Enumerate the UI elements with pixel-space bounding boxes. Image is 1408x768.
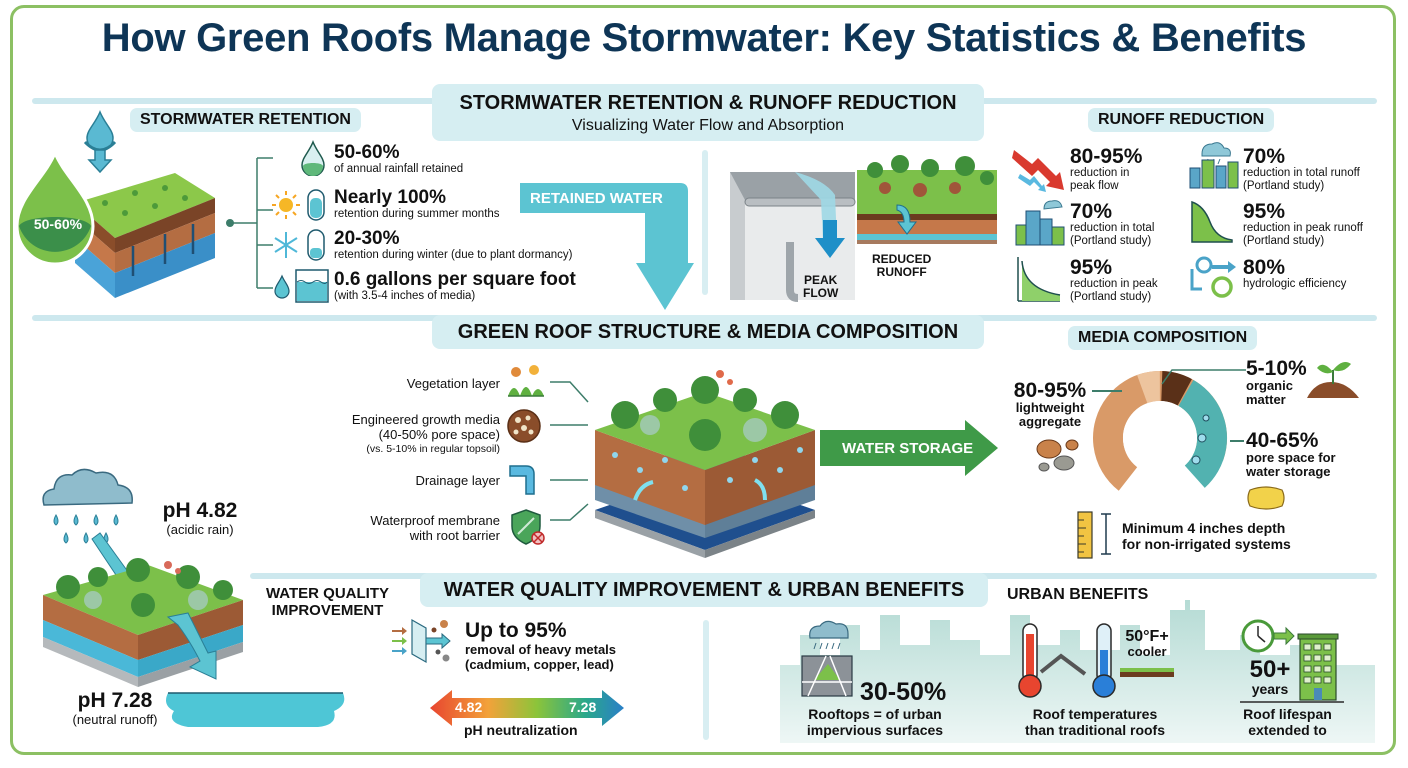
decay-chart-icon [1017,257,1061,302]
layer-label-membrane: Waterproof membrane with root barrier [370,513,500,543]
aggregate-leader [1092,390,1122,392]
sponge-icon [1247,486,1285,510]
water-storage-arrow [820,420,998,476]
runoff-item-2: 70% reduction in total runoff (Portland … [1243,145,1360,192]
organic-stat: 5-10% organic matter [1246,357,1307,407]
layer-label-drainage: Drainage layer [415,473,500,488]
aggregate-stones-icon [1036,439,1079,472]
retention-item-4: 0.6 gallons per square foot (with 3.5-4 … [334,269,576,303]
temp-desc: Roof temperatures than traditional roofs [1025,706,1165,738]
green-roof-retention-illustration [15,110,215,298]
shield-icon [511,509,545,545]
ph-scale-high: 7.28 [569,699,597,715]
snowflake-icon [274,229,325,261]
water-quality-label: WATER QUALITY IMPROVEMENT [265,585,390,619]
runoff-reduction-pill: RUNOFF REDUCTION [1088,108,1275,132]
section1-vertical-divider [702,150,708,295]
rooftops-value: 30-50% [860,678,947,706]
heavy-metals-stat: Up to 95% removal of heavy metals (cadmi… [465,619,617,673]
filter-icon [392,618,451,664]
gears-cycle-icon [1190,256,1236,298]
rooftops-desc: Rooftops = of urban impervious surfaces [806,706,944,738]
section3-title: WATER QUALITY IMPROVEMENT & URBAN BENEFI… [443,579,965,601]
growth-media-icon [507,409,541,443]
minimum-depth-note: Minimum 4 inches depth for non-irrigated… [1122,520,1291,552]
section3-header: WATER QUALITY IMPROVEMENT & URBAN BENEFI… [420,573,988,607]
downtrend-arrows-icon [1012,150,1064,192]
section1-title: STORMWATER RETENTION & RUNOFF REDUCTION [459,92,957,114]
ph-scale-low: 4.82 [455,699,483,715]
layer-label-vegetation: Vegetation layer [406,376,500,391]
vegetation-icon [508,365,544,397]
roof-comparison-illustration [730,155,997,302]
clock-building-icon [1240,619,1344,703]
ph-scale-label: pH neutralization [464,722,578,738]
pore-space-leader [1230,440,1244,442]
retention-item-1: 50-60% of annual rainfall retained [334,142,464,176]
green-roof-layers-illustration [595,370,815,558]
drain-pipe-icon [509,465,535,495]
aggregate-stat: 80-95% lightweight aggregate [1013,379,1087,429]
runoff-item-6: 80% hydrologic efficiency [1243,256,1347,290]
city-rain-icon [1015,200,1065,246]
runoff-item-5: 95% reduction in peak (Portland study) [1070,256,1158,303]
temp-value: 50°F+ cooler [1125,628,1169,659]
layer-label-growth-media: Engineered growth media (40-50% pore spa… [351,412,500,455]
ruler-icon [1077,511,1111,559]
section2-header: GREEN ROOF STRUCTURE & MEDIA COMPOSITION [432,315,984,349]
media-composition-pill: MEDIA COMPOSITION [1068,326,1258,350]
urban-benefits-label: URBAN BENEFITS [1007,586,1149,603]
layer-leader-lines [550,381,589,521]
stormwater-retention-pill: STORMWATER RETENTION [130,108,361,132]
retention-item-3: 20-30% retention during winter (due to p… [334,228,573,262]
retention-badge: 50-60% [33,216,83,232]
section3-vertical-divider [703,620,709,740]
retained-water-label: RETAINED WATER [530,190,663,207]
rooftop-rain-icon [801,620,853,697]
lifespan-value: 50+ years [1249,656,1291,697]
water-storage-label: WATER STORAGE [842,440,974,457]
city-skyline-background [780,600,1375,743]
section1-header: STORMWATER RETENTION & RUNOFF REDUCTION … [432,84,984,141]
ph-rain-label: pH 4.82 (acidic rain) [162,499,238,538]
ph-runoff-label: pH 7.28 (neutral runoff) [72,689,158,728]
retention-bracket [226,157,273,289]
section2-title: GREEN ROOF STRUCTURE & MEDIA COMPOSITION [457,321,959,343]
sprout-soil-icon [1307,362,1359,398]
reduced-runoff-label: REDUCED RUNOFF [872,252,932,279]
water-drop-icon [301,140,325,176]
ph-scale-arrow [430,690,624,726]
media-donut-chart [1093,371,1227,505]
runoff-item-1: 80-95% reduction in peak flow [1070,145,1143,192]
decay-curve-icon [1191,200,1233,243]
sun-icon [272,189,325,221]
page-title: How Green Roofs Manage Stormwater: Key S… [101,16,1307,60]
peak-flow-label: PEAK FLOW [803,273,839,300]
ph-neutralization-illustration [42,468,345,727]
runoff-item-4: 95% reduction in peak runoff (Portland s… [1243,200,1363,247]
retained-water-arrow [520,183,694,310]
lifespan-desc: Roof lifespan extended to [1243,706,1332,738]
runoff-item-3: 70% reduction in total (Portland study) [1070,200,1155,247]
thermometers-icon [1018,623,1174,698]
water-tank-icon [274,269,329,303]
organic-leader [1161,369,1246,385]
retention-item-2: Nearly 100% retention during summer mont… [334,187,500,221]
city-rain-icon [1189,142,1239,189]
section1-subtitle: Visualizing Water Flow and Absorption [571,117,845,134]
pore-space-stat: 40-65% pore space for water storage [1246,429,1336,479]
